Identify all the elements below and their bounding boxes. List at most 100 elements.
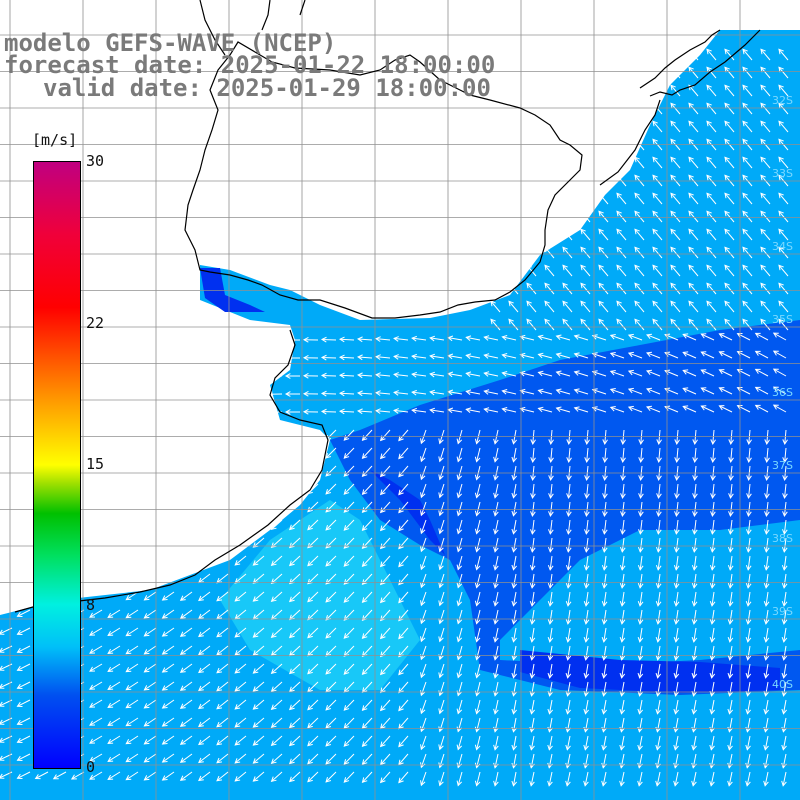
wind-arrow-head: [234, 722, 241, 728]
wind-arrow-shaft: [494, 699, 499, 714]
wind-arrow-head: [493, 492, 499, 499]
wind-arrow: [125, 771, 139, 781]
wind-arrow-shaft: [198, 627, 211, 637]
wind-arrow-head: [544, 282, 550, 289]
wind-arrow-head: [270, 704, 277, 711]
wind-arrow-head: [493, 744, 499, 751]
wind-arrow-head: [302, 390, 309, 397]
wind-arrow-head: [89, 612, 96, 618]
wind-arrow: [724, 102, 735, 115]
wind-arrow-head: [724, 300, 730, 307]
wind-arrow-shaft: [476, 501, 481, 516]
wind-arrow: [763, 681, 770, 697]
wind-arrow: [398, 537, 409, 550]
wind-arrow: [700, 387, 715, 395]
wind-arrow-head: [763, 780, 769, 787]
wind-arrow-head: [745, 690, 752, 697]
wind-arrow-shaft: [584, 771, 589, 786]
wind-arrow: [379, 555, 391, 568]
wind-arrow-head: [375, 408, 381, 414]
wind-arrow-shaft: [634, 246, 645, 259]
wind-arrow-shaft: [706, 192, 717, 205]
wind-arrow-head: [490, 300, 496, 307]
wind-arrow: [670, 120, 681, 133]
wind-arrow-head: [746, 511, 752, 517]
wind-arrow: [718, 369, 733, 377]
wind-arrow: [742, 84, 753, 97]
wind-arrow: [501, 389, 517, 395]
wind-arrow-head: [598, 318, 604, 325]
wind-arrow: [655, 609, 662, 625]
wind-arrow-shaft: [711, 501, 715, 516]
wind-arrow-shaft: [765, 663, 769, 678]
wind-arrow-shaft: [531, 519, 535, 534]
wind-arrow-head: [398, 705, 404, 712]
wind-arrow-head: [616, 318, 622, 325]
wind-arrow-shaft: [580, 210, 591, 223]
wind-arrow: [709, 771, 715, 787]
wind-arrow-shaft: [526, 264, 537, 277]
wind-arrow-shaft: [746, 717, 751, 732]
wind-arrow-shaft: [584, 735, 589, 750]
wind-arrow: [343, 555, 355, 567]
wind-arrow-head: [728, 511, 734, 517]
wind-arrow-shaft: [693, 591, 697, 606]
wind-arrow: [634, 228, 645, 241]
wind-arrow-head: [760, 84, 766, 91]
wind-arrow-head: [670, 120, 676, 127]
wind-arrow: [710, 429, 716, 445]
wind-arrow: [710, 501, 716, 517]
wind-arrow: [420, 501, 427, 517]
wind-arrow-head: [493, 636, 499, 643]
wind-arrow-head: [763, 672, 770, 679]
wind-arrow-head: [52, 774, 59, 780]
wind-arrow-head: [270, 758, 277, 765]
wind-arrow: [529, 645, 536, 661]
wind-arrow: [727, 591, 734, 607]
wind-arrow-head: [688, 228, 694, 235]
wind-arrow-head: [483, 335, 490, 341]
wind-arrow-shaft: [457, 771, 463, 786]
wind-arrow-shaft: [639, 609, 643, 624]
wind-arrow-shaft: [430, 409, 445, 413]
wind-arrow-head: [375, 372, 381, 378]
wind-arrow-shaft: [430, 337, 445, 341]
coastline-north: [184, 41, 583, 319]
wind-arrow-shaft: [512, 555, 517, 570]
wind-arrow-head: [670, 156, 676, 163]
wind-arrow: [288, 771, 301, 783]
wind-arrow: [764, 519, 770, 535]
wind-arrow-head: [325, 560, 332, 567]
wind-arrow: [601, 591, 608, 607]
wind-arrow-head: [781, 690, 788, 697]
wind-arrow-head: [511, 654, 518, 661]
wind-arrow-head: [706, 120, 712, 127]
wind-arrow: [547, 537, 554, 553]
wind-arrow-head: [709, 744, 715, 751]
wind-arrow-shaft: [512, 645, 517, 660]
wind-arrow-shaft: [693, 681, 697, 696]
wind-arrow: [393, 336, 409, 342]
wind-arrow: [724, 228, 735, 241]
wind-arrow-shaft: [457, 735, 463, 750]
wind-arrow-head: [548, 475, 554, 481]
wind-arrow-head: [691, 780, 697, 787]
wind-arrow: [511, 537, 518, 553]
wind-arrow: [742, 120, 753, 133]
wind-arrow-shaft: [783, 501, 787, 516]
wind-arrow: [620, 447, 626, 463]
wind-arrow-shaft: [398, 519, 409, 531]
wind-arrow-head: [760, 48, 766, 55]
wind-arrow-shaft: [494, 735, 499, 750]
wind-arrow-shaft: [494, 753, 499, 768]
wind-arrow-head: [438, 600, 444, 607]
wind-arrow-shaft: [585, 609, 589, 624]
wind-arrow-shaft: [358, 338, 373, 341]
wind-arrow-head: [325, 596, 332, 603]
wind-arrow: [379, 447, 391, 460]
wind-arrow: [288, 519, 301, 531]
wind-arrow-shaft: [712, 447, 715, 462]
wind-arrow: [361, 663, 373, 676]
wind-arrow: [724, 84, 735, 97]
